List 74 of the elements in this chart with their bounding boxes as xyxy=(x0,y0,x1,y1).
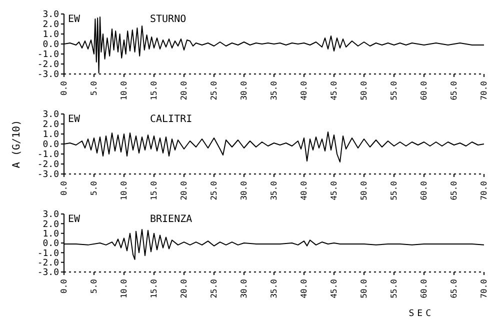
x-tick-label: 45.0 xyxy=(330,80,338,100)
x-tick-label: 50.0 xyxy=(360,80,368,100)
x-tick-label: 60.0 xyxy=(420,80,428,100)
x-tick-label: 40.0 xyxy=(300,180,308,200)
y-tick-label: 1.0 xyxy=(42,230,59,240)
x-tick-label: 65.0 xyxy=(450,80,458,100)
y-tick-label: 3.0 xyxy=(42,210,59,220)
annotation: EW xyxy=(68,14,80,25)
x-tick-label: 70.0 xyxy=(480,180,488,200)
x-tick-label: 0.0 xyxy=(60,80,68,96)
x-tick-label: 65.0 xyxy=(450,180,458,200)
y-axis-title: A (G/10) xyxy=(12,120,23,168)
x-tick-label: 35.0 xyxy=(270,180,278,200)
y-tick-label: 1.0 xyxy=(42,30,59,40)
x-tick-label: 30.0 xyxy=(240,278,248,298)
x-tick-label: 30.0 xyxy=(240,180,248,200)
x-tick-label: 70.0 xyxy=(480,278,488,298)
x-axis-title: SEC xyxy=(408,309,434,319)
x-tick-label: 35.0 xyxy=(270,278,278,298)
x-tick-label: 25.0 xyxy=(210,180,218,200)
y-tick-label: 0.0 xyxy=(42,40,59,50)
y-tick-label: 2.0 xyxy=(42,20,59,30)
y-tick-label: -3.0 xyxy=(37,70,59,80)
x-tick-label: 45.0 xyxy=(330,180,338,200)
x-tick-label: 10.0 xyxy=(120,80,128,100)
x-tick-label: 55.0 xyxy=(390,180,398,200)
x-tick-label: 15.0 xyxy=(150,180,158,200)
y-tick-label: -1.0 xyxy=(37,150,59,160)
x-tick-label: 35.0 xyxy=(270,80,278,100)
y-tick-label: -3.0 xyxy=(37,170,59,180)
x-tick-label: 65.0 xyxy=(450,278,458,298)
x-tick-label: 60.0 xyxy=(420,180,428,200)
series-label: CALITRI xyxy=(150,114,192,125)
annotation: EW xyxy=(68,114,80,125)
annotation: EW xyxy=(68,214,80,225)
y-tick-label: 3.0 xyxy=(42,10,59,20)
y-tick-label: -2.0 xyxy=(37,160,59,170)
x-tick-label: 0.0 xyxy=(60,278,68,294)
y-tick-label: 1.0 xyxy=(42,130,59,140)
y-tick-label: 3.0 xyxy=(42,110,59,120)
y-tick-label: 0.0 xyxy=(42,140,59,150)
x-tick-label: 50.0 xyxy=(360,180,368,200)
x-tick-label: 40.0 xyxy=(300,80,308,100)
x-tick-label: 5.0 xyxy=(90,180,98,196)
x-tick-label: 5.0 xyxy=(90,80,98,96)
series-label: BRIENZA xyxy=(150,214,192,225)
y-tick-label: 2.0 xyxy=(42,120,59,130)
x-tick-label: 70.0 xyxy=(480,80,488,100)
x-tick-label: 40.0 xyxy=(300,278,308,298)
x-tick-label: 10.0 xyxy=(120,180,128,200)
y-tick-label: 2.0 xyxy=(42,220,59,230)
y-tick-label: -2.0 xyxy=(37,60,59,70)
y-tick-label: -1.0 xyxy=(37,248,59,259)
x-tick-label: 30.0 xyxy=(240,80,248,100)
x-tick-label: 55.0 xyxy=(390,278,398,298)
y-tick-label: -1.0 xyxy=(37,50,59,60)
x-tick-label: 15.0 xyxy=(150,80,158,100)
x-tick-label: 5.0 xyxy=(90,278,98,294)
y-tick-label: -3.0 xyxy=(37,268,59,278)
x-tick-label: 25.0 xyxy=(210,278,218,298)
x-tick-label: 45.0 xyxy=(330,278,338,298)
x-tick-label: 20.0 xyxy=(180,278,188,298)
y-tick-label: -2.0 xyxy=(37,258,59,269)
x-tick-label: 50.0 xyxy=(360,278,368,298)
x-tick-label: 15.0 xyxy=(150,278,158,298)
x-tick-label: 10.0 xyxy=(120,278,128,298)
x-tick-label: 60.0 xyxy=(420,278,428,298)
x-tick-label: 20.0 xyxy=(180,80,188,100)
y-tick-label: 0.0 xyxy=(42,239,59,250)
series-label: STURNO xyxy=(150,14,186,25)
x-tick-label: 0.0 xyxy=(60,180,68,196)
x-tick-label: 20.0 xyxy=(180,180,188,200)
x-tick-label: 25.0 xyxy=(210,80,218,100)
x-tick-label: 55.0 xyxy=(390,80,398,100)
